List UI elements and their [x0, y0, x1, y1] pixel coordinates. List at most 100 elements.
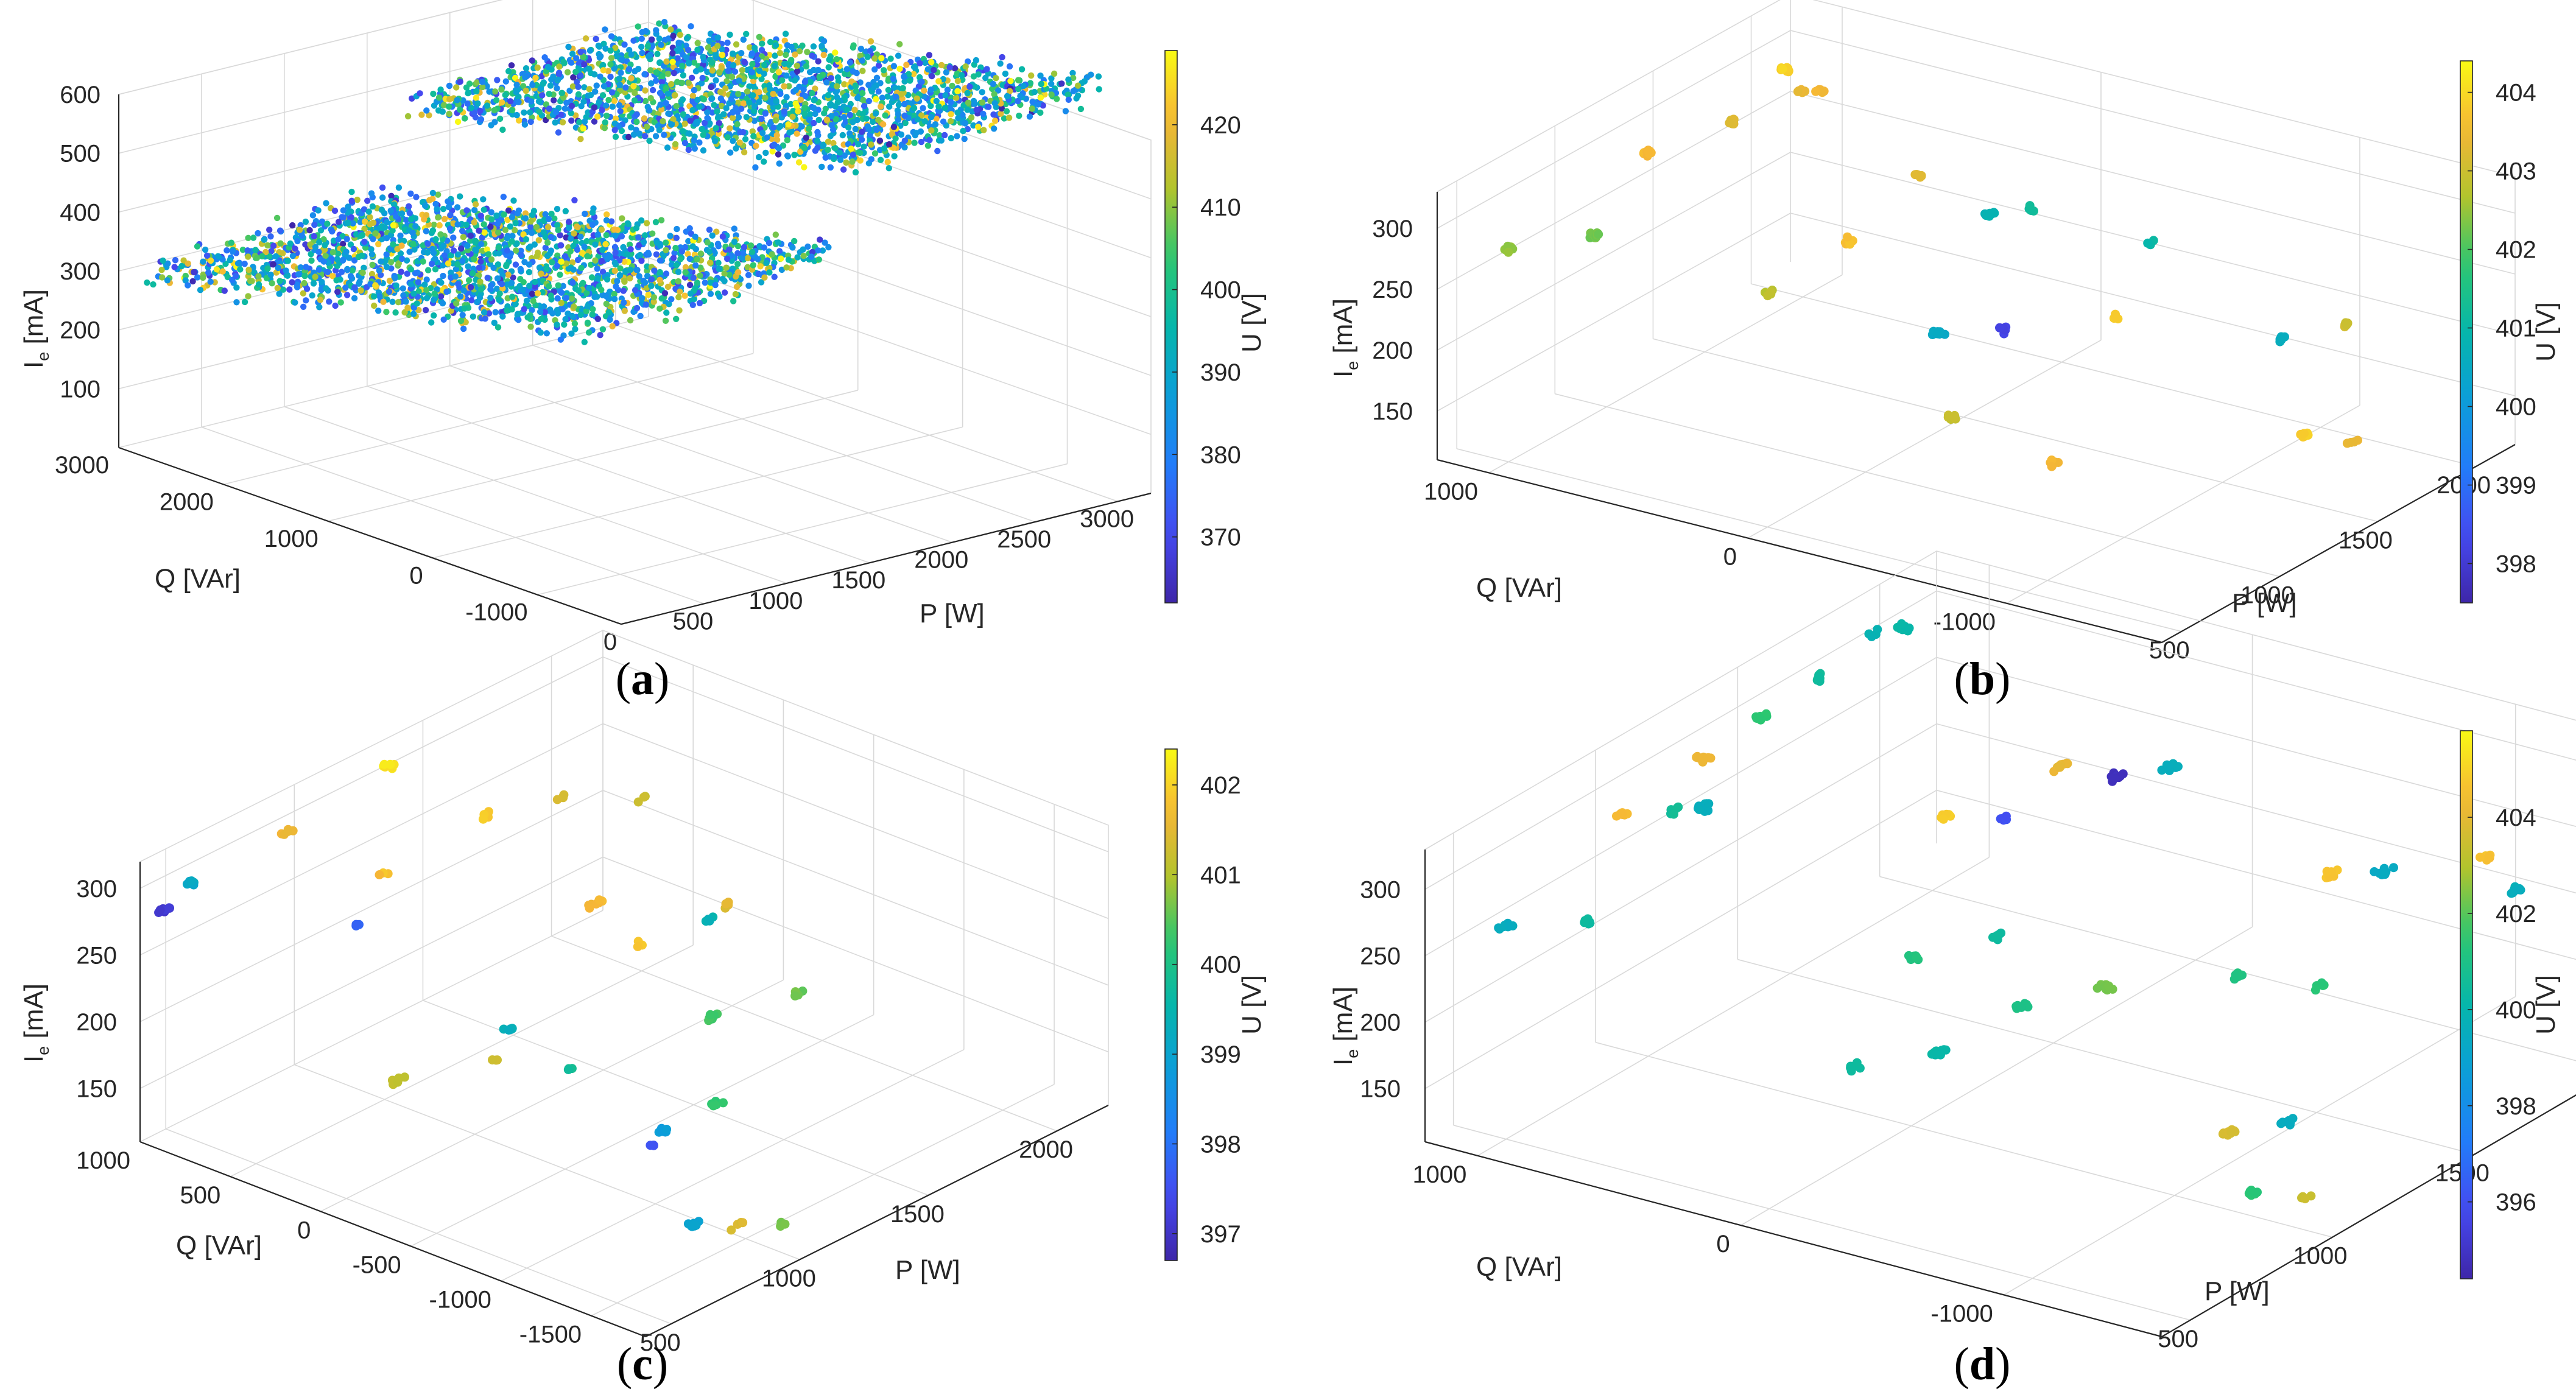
data-point	[796, 48, 803, 55]
data-point	[354, 196, 361, 203]
data-point	[599, 92, 607, 99]
data-point	[202, 246, 209, 253]
data-point	[395, 299, 402, 306]
data-point	[342, 284, 349, 291]
data-point	[229, 248, 236, 255]
data-point	[423, 295, 431, 301]
data-point	[648, 276, 655, 283]
data-point	[541, 54, 548, 61]
data-point	[696, 103, 703, 110]
data-point	[789, 244, 796, 251]
data-point	[648, 283, 655, 289]
data-point	[645, 53, 652, 60]
data-point	[410, 290, 417, 297]
data-point	[927, 102, 934, 110]
data-point	[734, 121, 741, 128]
data-points	[1500, 63, 2362, 471]
data-point	[303, 297, 309, 304]
data-point	[709, 232, 716, 239]
data-point	[985, 104, 992, 110]
data-point	[410, 241, 417, 247]
data-point	[809, 90, 815, 97]
data-point	[1002, 70, 1009, 77]
data-point	[749, 60, 756, 68]
data-point	[828, 113, 835, 119]
data-point	[407, 216, 415, 223]
data-point	[318, 218, 326, 225]
data-point	[660, 253, 667, 259]
data-point	[508, 280, 515, 286]
data-point	[719, 52, 726, 58]
data-point	[672, 245, 679, 252]
data-point	[878, 55, 885, 62]
data-point	[873, 74, 881, 81]
colorbar-tick-label: 410	[1200, 194, 1241, 221]
grid-line-y-floor	[223, 353, 754, 485]
data-point	[911, 139, 918, 146]
data-point	[296, 227, 303, 233]
data-point	[554, 262, 560, 269]
data-point	[2231, 970, 2240, 980]
data-point	[1669, 809, 1678, 819]
grid-line-y-floor	[501, 1049, 965, 1282]
data-point	[803, 135, 810, 141]
data-point	[505, 68, 512, 75]
data-point	[933, 115, 940, 122]
data-point	[439, 300, 446, 307]
data-point	[1020, 82, 1027, 90]
data-point	[496, 290, 503, 297]
data-point	[566, 225, 572, 231]
data-point	[496, 297, 502, 303]
grid-line-z	[118, 21, 1152, 200]
data-point	[446, 96, 453, 103]
data-point	[1015, 85, 1022, 93]
data-point	[850, 151, 857, 158]
grid-line-y-floor	[432, 426, 963, 559]
data-point	[447, 212, 454, 219]
x-tick-label: 1500	[831, 567, 885, 594]
data-point	[663, 270, 670, 277]
z-tick-label: 250	[76, 942, 117, 969]
data-point	[538, 315, 544, 322]
data-point	[357, 219, 364, 225]
grid-line-y-floor	[1747, 339, 2102, 539]
data-point	[863, 115, 870, 122]
z-tick-label: 400	[60, 199, 100, 226]
z-axis-label-unit: [mA]	[1328, 298, 1358, 361]
data-point	[568, 330, 575, 337]
data-point	[294, 284, 301, 290]
data-point	[599, 107, 605, 113]
data-point	[675, 40, 682, 46]
data-point	[454, 221, 461, 228]
data-point	[741, 244, 748, 251]
data-point	[502, 91, 509, 99]
data-point	[781, 83, 787, 90]
z-tick-label: 300	[60, 258, 100, 285]
data-point	[700, 132, 706, 138]
data-point	[480, 196, 487, 203]
data-point	[1048, 91, 1055, 98]
data-point	[566, 87, 573, 94]
data-point	[370, 236, 376, 242]
data-point	[552, 795, 562, 804]
data-point	[734, 250, 741, 257]
data-point	[630, 83, 637, 90]
data-point	[379, 759, 389, 769]
data-point	[857, 149, 864, 157]
data-point	[748, 69, 755, 76]
data-point	[638, 258, 645, 264]
data-point	[784, 42, 791, 49]
data-point	[800, 86, 807, 93]
data-point	[753, 61, 761, 68]
data-point	[797, 96, 804, 103]
data-point	[684, 250, 691, 258]
data-point	[494, 261, 502, 268]
data-point	[359, 269, 366, 276]
data-point	[621, 258, 628, 265]
data-point	[172, 257, 179, 264]
grid-line-x-floor	[367, 385, 870, 563]
x-tick-label: 1500	[890, 1201, 945, 1228]
data-point	[207, 257, 214, 264]
data-point	[833, 56, 840, 63]
data-point	[769, 251, 775, 258]
